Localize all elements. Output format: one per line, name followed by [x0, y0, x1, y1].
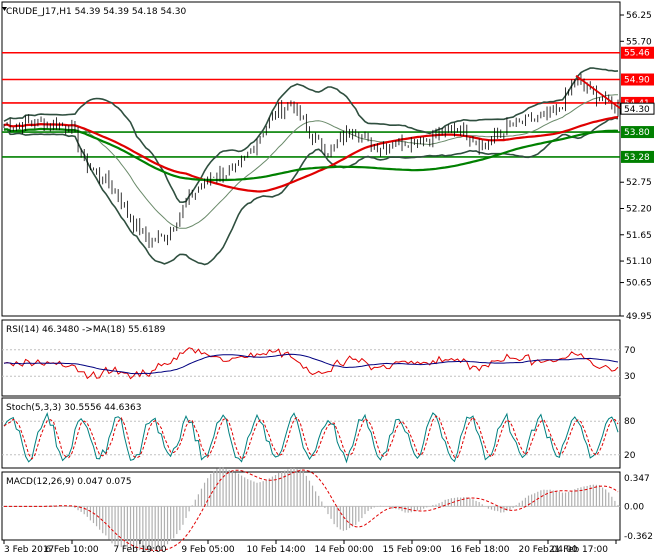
rsi-line: [3, 347, 619, 380]
price-tick-label: 52.20: [626, 205, 652, 215]
level-tag: [621, 46, 654, 59]
level-tag-label: 55.46: [624, 49, 650, 59]
bollinger-mid: [3, 94, 619, 229]
price-tick-label: 56.25: [626, 11, 652, 21]
rsi-ma-line: [3, 353, 619, 375]
time-tick-label: 16 Feb 18:00: [450, 545, 509, 555]
moving-average-green: [3, 127, 619, 182]
symbol-dropdown-icon[interactable]: [2, 7, 7, 11]
bollinger-upper: [3, 67, 619, 204]
level-tag: [621, 126, 654, 139]
current-price-label: 54.30: [624, 105, 650, 115]
stoch-tick-label: 20: [624, 451, 636, 461]
time-tick-label: 20 Feb 04:00: [518, 545, 577, 555]
level-tag: [621, 73, 654, 86]
chart-title: CRUDE_J17,H1 54.39 54.39 54.18 54.30: [6, 7, 186, 17]
time-tick-label: 10 Feb 14:00: [246, 545, 305, 555]
current-price-tag: [620, 102, 655, 115]
stoch-signal-line: [3, 415, 619, 460]
macd-plot: 0.347 0.00 -0.362: [2, 467, 653, 552]
price-tick-label: 49.95: [626, 312, 652, 322]
price-tick-label: 51.10: [626, 257, 652, 267]
price-axis: 56.25 55.70 52.75 52.20 51.65 51.10 50.65 49.95…: [620, 11, 655, 322]
level-tag-label: 53.28: [624, 153, 650, 163]
stoch-tick-label: 80: [624, 417, 636, 427]
price-tick-label: 51.65: [626, 231, 652, 241]
time-tick-label: 6 Feb 10:00: [45, 545, 99, 555]
rsi-title: RSI(14) 46.3480 ->MA(18) 55.6189: [6, 325, 166, 335]
macd-signal-line: [4, 469, 619, 552]
time-tick-label: 3 Feb 2017: [4, 545, 54, 555]
bollinger-lower: [3, 117, 619, 266]
main-panel[interactable]: [1, 1, 621, 317]
price-tick-label: 52.75: [626, 178, 652, 188]
time-tick-label: 14 Feb 00:00: [314, 545, 373, 555]
rsi-plot: 70 30: [2, 346, 636, 382]
price-tick-label: 50.65: [626, 279, 652, 289]
macd-tick-label: 0.347: [624, 474, 650, 484]
time-tick-label: 9 Feb 05:00: [181, 545, 235, 555]
stoch-main-line: [3, 412, 619, 464]
level-tag-label: 53.80: [624, 128, 650, 138]
stoch-plot: 80 20: [2, 412, 636, 464]
macd-tick-label: -0.362: [624, 532, 653, 542]
time-tick-label: 15 Feb 09:00: [382, 545, 441, 555]
level-tag: [621, 150, 654, 163]
rsi-tick-label: 30: [624, 372, 636, 382]
moving-average-red: [3, 116, 619, 193]
rsi-tick-label: 70: [624, 346, 636, 356]
time-tick-label: 7 Feb 19:00: [113, 545, 167, 555]
time-tick-label: 21 Feb 17:00: [549, 545, 608, 555]
price-tick-label: 55.70: [626, 37, 652, 47]
price-plot: [2, 51, 621, 266]
level-tag-label: 54.90: [624, 76, 650, 86]
macd-tick-label: 0.00: [624, 502, 644, 512]
stoch-title: Stoch(5,3,3) 30.5556 44.6363: [6, 403, 141, 413]
trendline: [575, 74, 621, 109]
macd-title: MACD(12,26,9) 0.047 0.075: [6, 477, 132, 487]
